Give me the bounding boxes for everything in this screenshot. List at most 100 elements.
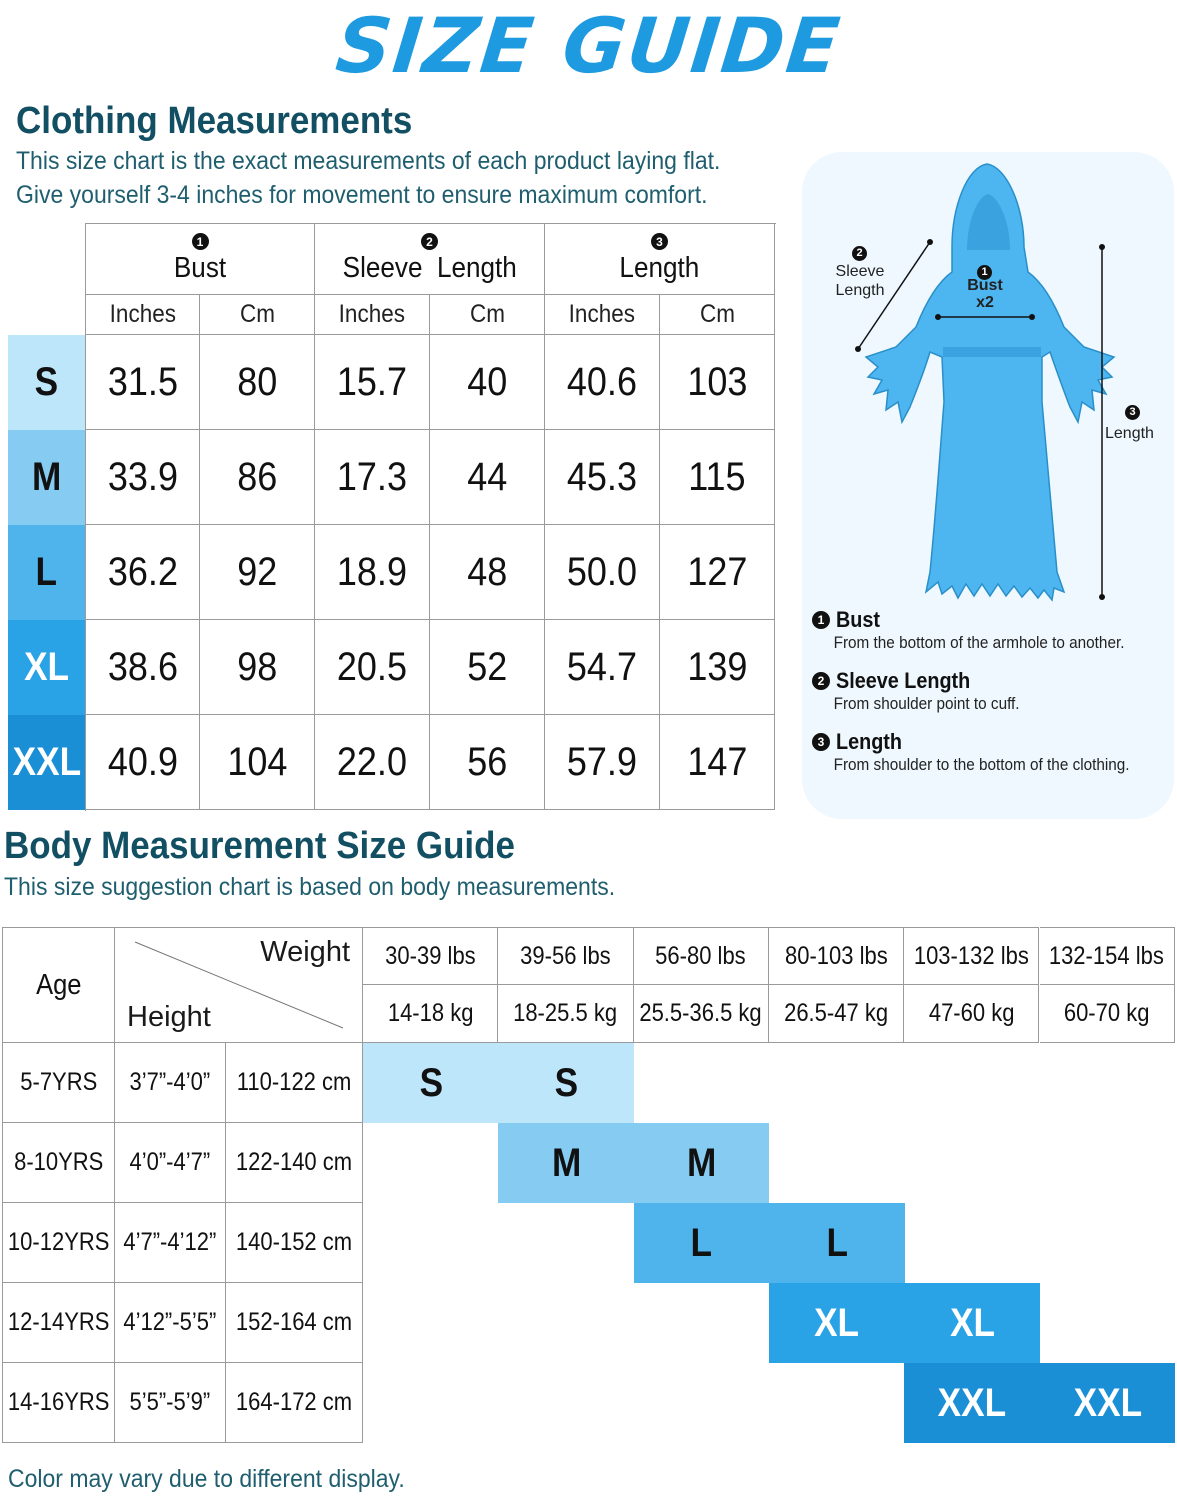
waist-band	[943, 347, 1041, 357]
height-ft-cell: 5’5”-5’9”	[115, 1363, 226, 1443]
size-label-xl: XL	[8, 620, 85, 715]
diagram-panel: 2 Sleeve Length 1 Bust x2 3 Length 1 Bust…	[802, 152, 1174, 819]
measure-bust-cm: 98	[200, 620, 315, 715]
weight-kg-header: 18-25.5 kg	[498, 985, 634, 1043]
weight-lbs-header: 132-154 lbs	[1039, 927, 1175, 985]
size-cell-xxl: XXL	[904, 1363, 1040, 1443]
measure-sleeve-in: 20.5	[315, 620, 430, 715]
size-label-m: M	[8, 430, 85, 525]
size-cell-m: M	[633, 1123, 770, 1203]
legend-badge: 3	[812, 733, 830, 751]
body-heading: Body Measurement Size Guide	[4, 825, 515, 867]
sleeve-badge: 2	[852, 245, 867, 261]
weight-lbs-header: 30-39 lbs	[363, 927, 499, 985]
footer-note: Color may vary due to different display.	[8, 1465, 405, 1493]
age-cell: 10-12YRS	[2, 1203, 115, 1283]
measure-sleeve-in: 17.3	[315, 430, 430, 525]
measure-bust-in: 31.5	[85, 335, 200, 430]
sleeve-line	[857, 241, 931, 350]
page-title: SIZE GUIDE	[332, 1, 846, 90]
sleeve-label-line1: Sleeve	[835, 263, 885, 280]
weight-lbs-header: 103-132 lbs	[904, 927, 1040, 985]
hood-opening	[967, 194, 1010, 250]
legend-desc: From the bottom of the armhole to anothe…	[833, 633, 1125, 652]
measure-sleeve-cm: 44	[430, 430, 545, 525]
measure-sleeve-in: 22.0	[315, 715, 430, 810]
legend-badge: 1	[812, 611, 830, 629]
weight-lbs-header: 80-103 lbs	[768, 927, 905, 985]
height-cm-cell: 110-122 cm	[226, 1043, 363, 1123]
measure-length-in: 50.0	[545, 525, 660, 620]
weight-kg-header: 60-70 kg	[1039, 985, 1175, 1043]
size-cell-l: L	[633, 1203, 770, 1283]
bust-label-line1: Bust	[967, 277, 1003, 294]
bust-badge: 1	[977, 264, 992, 280]
unit-cm: Cm	[200, 295, 315, 335]
measure-length-in: 40.6	[545, 335, 660, 430]
age-cell: 5-7YRS	[2, 1043, 115, 1123]
body-desc: This size suggestion chart is based on b…	[4, 873, 616, 901]
measure-bust-in: 40.9	[85, 715, 200, 810]
height-ft-cell: 3’7”-4’0”	[115, 1043, 226, 1123]
legend-item-sleeve-length: 2 Sleeve Length From shoulder point to cuf…	[812, 668, 1172, 714]
weight-lbs-header: 56-80 lbs	[633, 927, 769, 985]
measure-sleeve-cm: 56	[430, 715, 545, 810]
height-ft-cell: 4’12”-5’5”	[115, 1283, 226, 1363]
height-ft-cell: 4’7”-4’12”	[115, 1203, 226, 1283]
size-cell-l: L	[768, 1203, 905, 1283]
measure-length-cm: 127	[660, 525, 775, 620]
group-header-length: 3 Length	[545, 223, 775, 295]
weight-label: Weight	[260, 936, 350, 968]
bust-label-line2: x2	[976, 294, 994, 311]
measure-sleeve-in: 18.9	[315, 525, 430, 620]
measure-bust-cm: 86	[200, 430, 315, 525]
unit-inches: Inches	[545, 295, 660, 335]
age-header: Age	[2, 927, 115, 1043]
measure-length-in: 54.7	[545, 620, 660, 715]
measure-length-in: 45.3	[545, 430, 660, 525]
measure-sleeve-cm: 48	[430, 525, 545, 620]
size-cell-xl: XL	[768, 1283, 905, 1363]
legend-title: Length	[836, 729, 902, 754]
age-cell: 8-10YRS	[2, 1123, 115, 1203]
group-header-sleeve-length: 2 Sleeve Length	[315, 223, 545, 295]
weight-kg-header: 14-18 kg	[363, 985, 499, 1043]
measure-sleeve-cm: 40	[430, 335, 545, 430]
size-cell-s: S	[363, 1043, 499, 1123]
height-cm-cell: 122-140 cm	[226, 1123, 363, 1203]
group-number-badge: 3	[651, 233, 668, 250]
robe-diagram	[855, 163, 1116, 602]
group-label: Length	[619, 252, 700, 284]
measure-bust-cm: 80	[200, 335, 315, 430]
size-cell-m: M	[498, 1123, 635, 1203]
height-cm-cell: 164-172 cm	[226, 1363, 363, 1443]
unit-inches: Inches	[315, 295, 430, 335]
height-ft-cell: 4’0”-4’7”	[115, 1123, 226, 1203]
measure-bust-in: 36.2	[85, 525, 200, 620]
weight-height-header: Weight Height	[115, 927, 363, 1043]
size-cell-s: S	[498, 1043, 635, 1123]
measure-sleeve-cm: 52	[430, 620, 545, 715]
unit-inches: Inches	[85, 295, 200, 335]
weight-kg-header: 26.5-47 kg	[768, 985, 905, 1043]
weight-kg-header: 47-60 kg	[904, 985, 1040, 1043]
height-label: Height	[127, 1001, 211, 1033]
unit-cm: Cm	[660, 295, 775, 335]
group-label: Sleeve Length	[342, 252, 517, 284]
group-number-badge: 2	[421, 233, 438, 250]
legend-item-length: 3 Length From shoulder to the bottom of th…	[812, 729, 1172, 775]
measure-bust-in: 33.9	[85, 430, 200, 525]
unit-cm: Cm	[430, 295, 545, 335]
legend-badge: 2	[812, 672, 830, 690]
measure-length-cm: 103	[660, 335, 775, 430]
size-cell-xl: XL	[904, 1283, 1040, 1363]
size-cell-xxl: XXL	[1039, 1363, 1176, 1443]
size-label-s: S	[8, 335, 85, 430]
size-label-xxl: XXL	[8, 715, 85, 810]
legend-title: Sleeve Length	[836, 668, 971, 693]
legend-item-bust: 1 Bust From the bottom of the armhole to a…	[812, 607, 1172, 653]
measure-bust-cm: 92	[200, 525, 315, 620]
clothing-desc-line1: This size chart is the exact measurement…	[16, 147, 721, 175]
group-label: Bust	[173, 252, 227, 284]
clothing-heading: Clothing Measurements	[16, 100, 413, 142]
